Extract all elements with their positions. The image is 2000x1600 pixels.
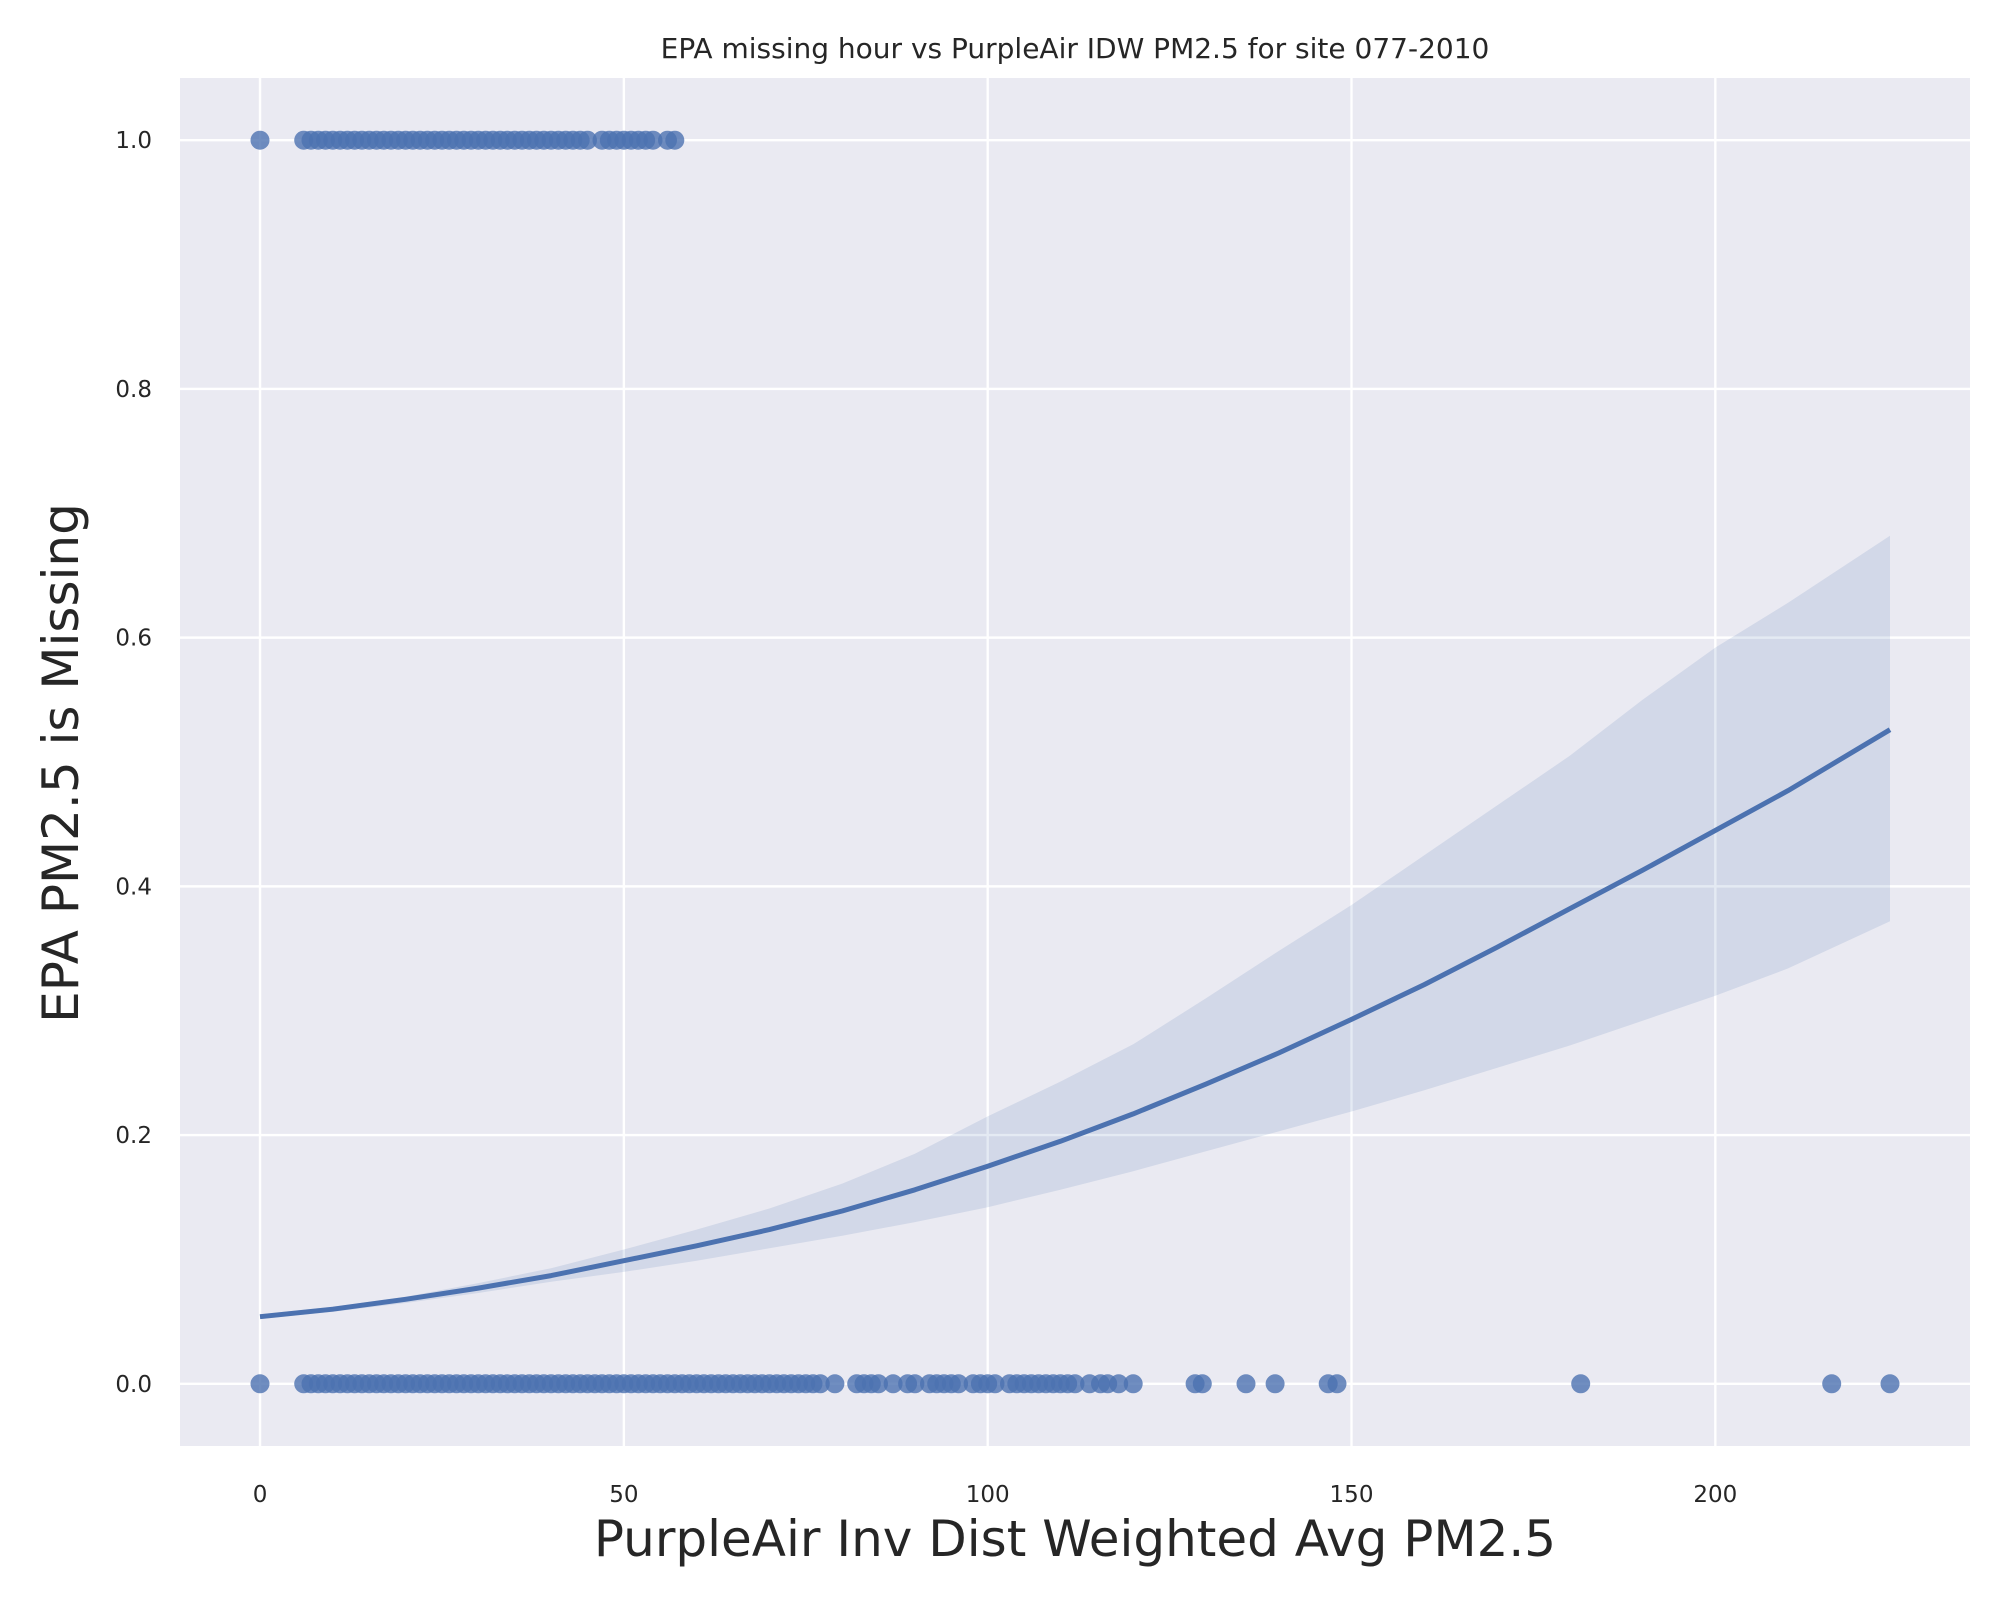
y-tick-label: 0.0	[115, 1372, 152, 1398]
scatter-point	[665, 130, 685, 150]
scatter-point	[1265, 1374, 1285, 1394]
scatter-point	[643, 130, 663, 150]
scatter-point	[825, 1374, 845, 1394]
scatter-point	[869, 1374, 888, 1394]
x-tick-label: 200	[1693, 1482, 1737, 1508]
scatter-point	[1880, 1374, 1900, 1394]
points-group	[250, 130, 1900, 1394]
scatter-point	[1192, 1374, 1212, 1394]
x-tick-label: 0	[253, 1482, 268, 1508]
scatter-point	[578, 130, 597, 150]
scatter-point	[985, 1374, 1005, 1394]
scatter-point	[1109, 1374, 1129, 1394]
y-tick-label: 0.2	[115, 1123, 152, 1149]
scatter-point	[905, 1374, 925, 1394]
scatter-point	[250, 1374, 270, 1394]
grid-x	[258, 78, 1717, 1446]
confidence-band-group	[260, 535, 1890, 1320]
x-axis-label: PurpleAir Inv Dist Weighted Avg PM2.5	[594, 1510, 1556, 1568]
logistic-fit-line	[259, 727, 1892, 1320]
scatter-point	[1065, 1374, 1085, 1394]
x-tick-labels: 0 50 100 150 200	[253, 1482, 1738, 1508]
x-tick-label: 50	[609, 1482, 638, 1508]
scatter-point	[250, 130, 270, 150]
scatter-point	[1327, 1374, 1347, 1394]
scatter-point	[810, 1374, 830, 1394]
x-tick-label: 100	[966, 1482, 1010, 1508]
confidence-band	[260, 535, 1890, 1320]
plot-background	[180, 78, 1970, 1446]
scatter-point	[1822, 1374, 1842, 1394]
x-tick-label: 150	[1330, 1482, 1374, 1508]
y-tick-label: 0.4	[115, 874, 152, 900]
scatter-point	[1123, 1374, 1143, 1394]
fit-line-group	[259, 727, 1892, 1320]
chart-title: EPA missing hour vs PurpleAir IDW PM2.5 …	[661, 32, 1490, 65]
scatter-point	[1236, 1374, 1256, 1394]
y-tick-label: 0.8	[115, 377, 152, 403]
y-tick-labels: 0.0 0.2 0.4 0.6 0.8 1.0	[115, 128, 152, 1398]
y-tick-label: 1.0	[115, 128, 152, 154]
scatter-point	[883, 1374, 903, 1394]
scatter-point	[1571, 1374, 1591, 1394]
y-axis-label: EPA PM2.5 is Missing	[32, 503, 90, 1023]
y-tick-label: 0.6	[115, 626, 152, 652]
scatter-point	[949, 1374, 969, 1394]
